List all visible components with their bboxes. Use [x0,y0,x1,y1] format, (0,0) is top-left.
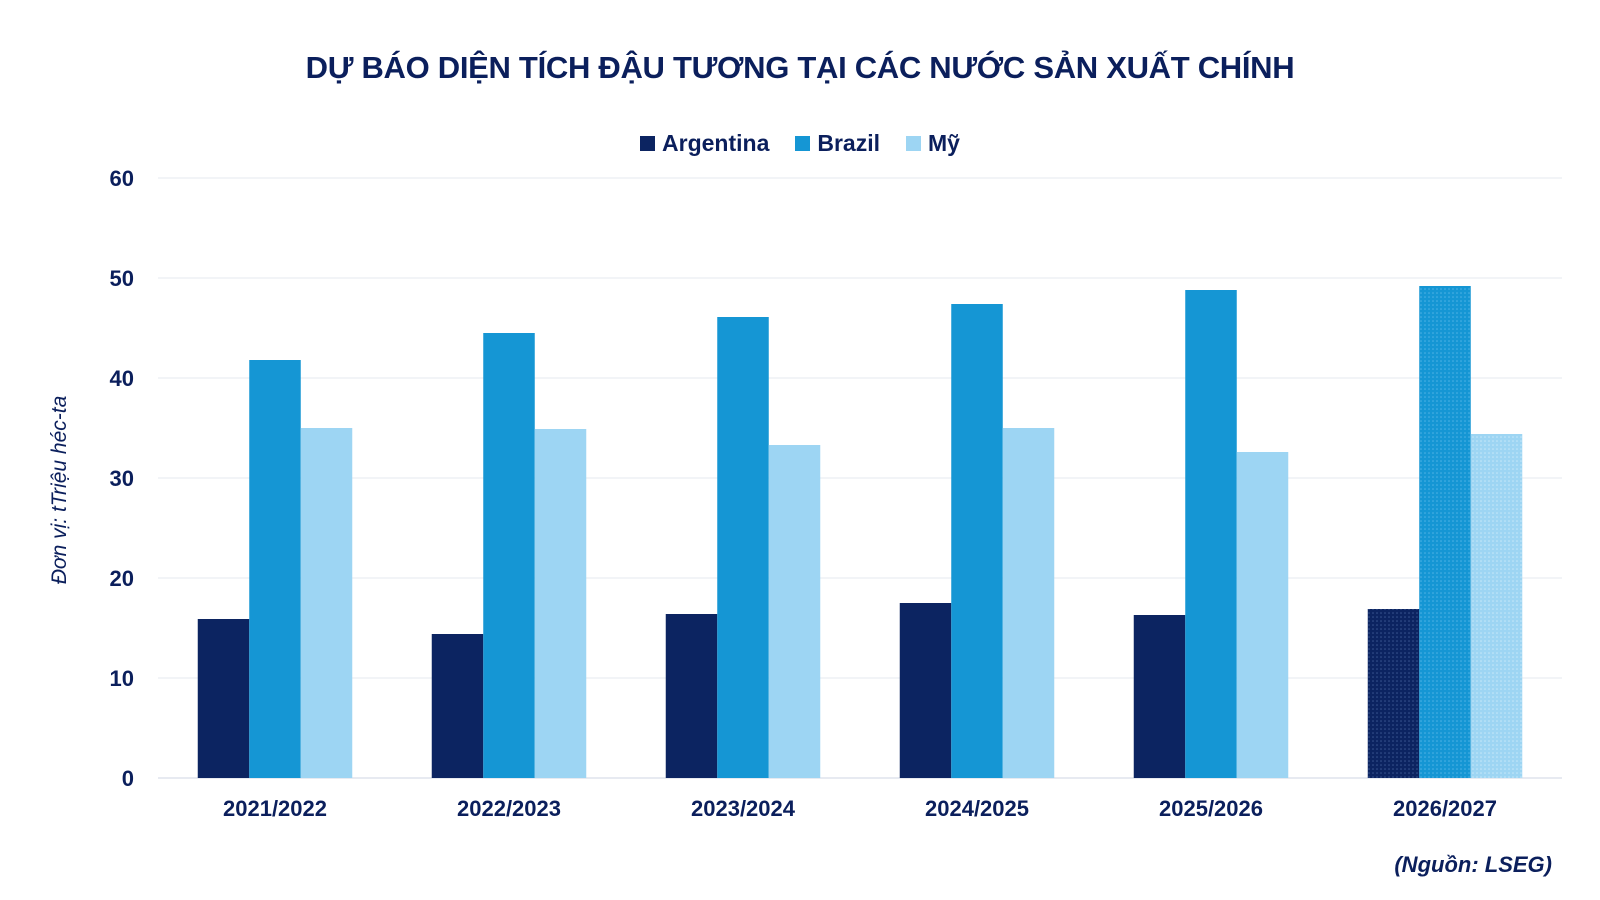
bar-brazil-2026-2027 [1419,286,1471,778]
bar-argentina-2026-2027 [1367,609,1420,778]
y-tick-label: 20 [110,566,134,591]
axis-labels: 0 10 20 30 40 50 60 2021/2022 2022/2023 2023/2024… [110,166,1497,821]
legend-label-my: Mỹ [928,130,960,156]
legend-swatch-argentina [640,136,656,151]
x-tick-label: 2022/2023 [457,796,561,821]
gridlines [158,177,1562,779]
y-tick-label: 60 [110,166,134,191]
x-tick-label: 2023/2024 [691,796,796,821]
legend-item-brazil: Brazil [795,130,880,157]
bar-m--2021-2022 [300,428,353,778]
bars [197,286,1523,778]
x-tick-label: 2024/2025 [925,796,1029,821]
legend-swatch-brazil [795,136,811,151]
bar-m--2024-2025 [1002,428,1055,778]
y-tick-label: 10 [110,666,134,691]
chart-title: DỰ BÁO DIỆN TÍCH ĐẬU TƯƠNG TẠI CÁC NƯỚC … [305,50,1295,85]
legend-label-brazil: Brazil [817,130,881,156]
bar-m--2023-2024 [768,445,821,778]
legend: Argentina Brazil Mỹ [0,130,1600,157]
bar-argentina-2024-2025 [899,603,952,778]
bar-brazil-2024-2025 [951,304,1003,778]
bar-argentina-2021-2022 [197,619,250,778]
source-note: (Nguồn: LSEG) [1394,852,1552,877]
legend-item-my: Mỹ [906,130,960,157]
bar-m--2025-2026 [1236,452,1289,778]
y-tick-label: 30 [110,466,134,491]
bar-brazil-2025-2026 [1185,290,1237,778]
bar-brazil-2023-2024 [717,317,769,778]
x-tick-label: 2025/2026 [1159,796,1263,821]
bar-m--2022-2023 [534,429,587,778]
y-tick-label: 0 [122,766,134,791]
y-tick-label: 40 [110,366,134,391]
bar-brazil-2022-2023 [483,333,535,778]
bar-brazil-2021-2022 [249,360,301,778]
bar-argentina-2022-2023 [431,634,484,778]
y-tick-label: 50 [110,266,134,291]
legend-swatch-my [906,136,922,151]
x-tick-label: 2021/2022 [223,796,327,821]
bar-m--2026-2027 [1470,434,1523,778]
legend-item-argentina: Argentina [640,130,769,157]
bar-argentina-2023-2024 [665,614,718,778]
legend-label-argentina: Argentina [662,130,770,156]
bar-argentina-2025-2026 [1133,615,1186,778]
x-tick-label: 2026/2027 [1393,796,1497,821]
